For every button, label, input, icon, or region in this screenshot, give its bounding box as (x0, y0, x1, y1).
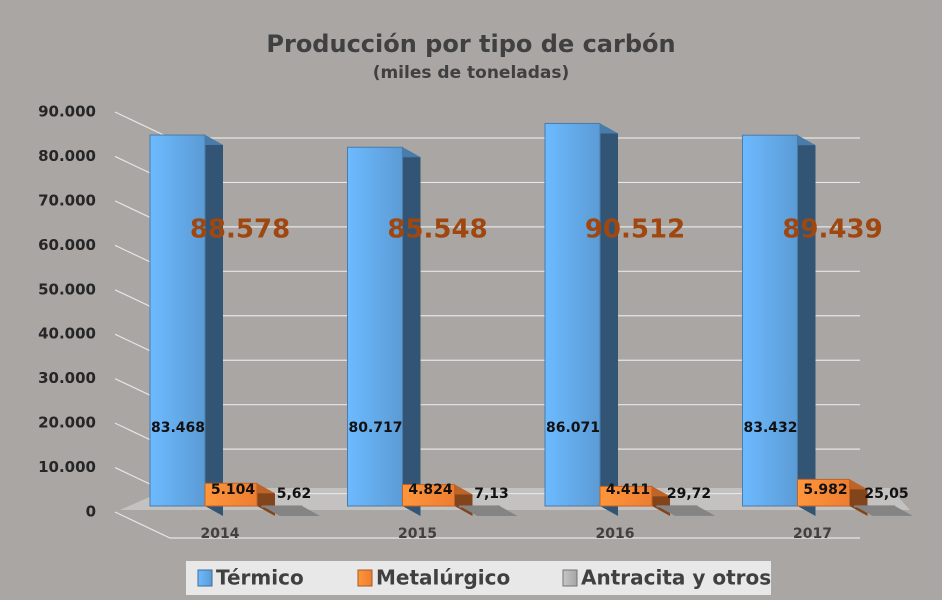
value-label: 7,13 (474, 486, 509, 502)
value-label: 80.717 (348, 420, 402, 436)
bar-side (797, 135, 816, 517)
bar (459, 505, 500, 508)
y-tick-label: 0 (86, 503, 96, 521)
bar-top (657, 505, 715, 516)
annotation: 88.578 (190, 215, 290, 245)
legend-label: Térmico (216, 566, 304, 590)
y-tick-label: 30.000 (38, 369, 96, 387)
y-tick-label: 10.000 (38, 458, 96, 476)
bar (656, 505, 698, 508)
y-tick-label: 70.000 (38, 191, 96, 209)
x-tick-label: 2016 (596, 526, 635, 542)
y-tick-label: 40.000 (38, 325, 96, 343)
bar-side (402, 147, 421, 516)
value-label: 5,62 (277, 486, 312, 502)
value-label: 86.071 (546, 420, 600, 436)
bar-top (262, 505, 320, 516)
y-tick-label: 60.000 (38, 236, 96, 254)
legend-swatch (197, 569, 213, 587)
x-tick-label: 2014 (201, 526, 240, 542)
value-label: 4.411 (606, 482, 650, 498)
bar-top (459, 505, 518, 516)
legend-label: Metalúrgico (376, 566, 510, 590)
annotation: 90.512 (585, 215, 685, 245)
bar (261, 505, 303, 508)
y-tick-label: 80.000 (38, 147, 96, 165)
bar (854, 505, 895, 508)
bar-side (600, 123, 618, 516)
bar-top (854, 505, 913, 516)
bar (204, 482, 258, 507)
chart-subtitle: (miles de toneladas) (373, 63, 570, 83)
legend-swatch (562, 569, 578, 587)
value-label: 29,72 (667, 486, 711, 502)
bar (402, 484, 455, 507)
chart-title: Producción por tipo de carbón (266, 30, 675, 58)
bar (797, 478, 850, 507)
legend-swatch (357, 569, 373, 587)
grid-line (114, 511, 860, 539)
annotation: 89.439 (782, 215, 882, 245)
bar (544, 122, 601, 507)
value-label: 5.982 (803, 482, 847, 498)
legend-box (186, 561, 771, 595)
bar (149, 134, 206, 507)
bar-side (205, 135, 223, 516)
bar (347, 146, 403, 507)
bar (599, 485, 653, 507)
legend-label: Antracita y otros (581, 566, 771, 590)
y-tick-label: 90.000 (38, 103, 96, 121)
annotation: 85.548 (387, 215, 487, 245)
x-tick-label: 2017 (793, 526, 832, 542)
x-tick-label: 2015 (398, 526, 437, 542)
value-label: 83.432 (743, 420, 797, 436)
value-label: 83.468 (151, 420, 205, 436)
value-label: 25,05 (864, 486, 908, 502)
value-label: 5.104 (211, 482, 256, 498)
y-tick-label: 50.000 (38, 280, 96, 298)
bar (742, 134, 798, 507)
y-tick-label: 20.000 (38, 414, 96, 432)
value-label: 4.824 (408, 482, 453, 498)
